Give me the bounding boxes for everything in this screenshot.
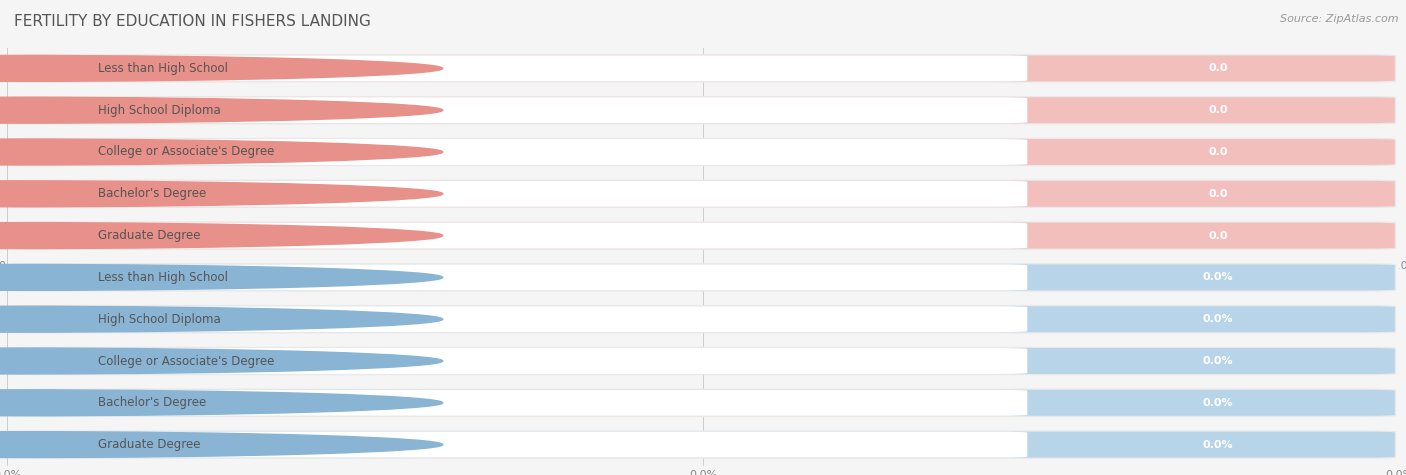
FancyBboxPatch shape: [10, 96, 1396, 124]
FancyBboxPatch shape: [11, 223, 1395, 248]
FancyBboxPatch shape: [11, 265, 1028, 290]
FancyBboxPatch shape: [11, 181, 1395, 207]
Text: FERTILITY BY EDUCATION IN FISHERS LANDING: FERTILITY BY EDUCATION IN FISHERS LANDIN…: [14, 14, 371, 29]
FancyBboxPatch shape: [11, 223, 1028, 248]
FancyBboxPatch shape: [11, 432, 1395, 457]
FancyBboxPatch shape: [11, 265, 1395, 290]
Text: 0.0: 0.0: [1208, 63, 1227, 74]
FancyBboxPatch shape: [11, 181, 1028, 207]
Text: Less than High School: Less than High School: [97, 62, 228, 75]
Text: 0.0: 0.0: [1208, 147, 1227, 157]
Text: 0.0: 0.0: [1208, 230, 1227, 241]
Text: 0.0: 0.0: [1208, 105, 1227, 115]
FancyBboxPatch shape: [11, 306, 1028, 332]
Text: Graduate Degree: Graduate Degree: [97, 438, 200, 451]
Text: Less than High School: Less than High School: [97, 271, 228, 284]
FancyBboxPatch shape: [11, 432, 1028, 457]
FancyBboxPatch shape: [11, 348, 1028, 374]
FancyBboxPatch shape: [11, 97, 1028, 123]
Text: College or Associate's Degree: College or Associate's Degree: [97, 354, 274, 368]
Circle shape: [0, 390, 443, 416]
FancyBboxPatch shape: [10, 221, 1396, 250]
Circle shape: [0, 306, 443, 332]
FancyBboxPatch shape: [11, 390, 1395, 416]
Circle shape: [0, 265, 443, 290]
FancyBboxPatch shape: [10, 263, 1396, 292]
Circle shape: [0, 139, 443, 165]
Text: 0.0%: 0.0%: [1202, 439, 1233, 450]
FancyBboxPatch shape: [11, 56, 1028, 81]
Text: 0.0%: 0.0%: [1202, 314, 1233, 324]
FancyBboxPatch shape: [10, 138, 1396, 166]
Text: Source: ZipAtlas.com: Source: ZipAtlas.com: [1281, 14, 1399, 24]
Circle shape: [0, 56, 443, 81]
FancyBboxPatch shape: [11, 56, 1395, 81]
FancyBboxPatch shape: [10, 347, 1396, 375]
FancyBboxPatch shape: [11, 139, 1028, 165]
Text: Bachelor's Degree: Bachelor's Degree: [97, 187, 205, 200]
FancyBboxPatch shape: [11, 348, 1395, 374]
Circle shape: [0, 223, 443, 248]
Circle shape: [0, 348, 443, 374]
Text: 0.0%: 0.0%: [1202, 398, 1233, 408]
Circle shape: [0, 97, 443, 123]
Text: Bachelor's Degree: Bachelor's Degree: [97, 396, 205, 409]
Text: 0.0: 0.0: [1208, 189, 1227, 199]
FancyBboxPatch shape: [10, 180, 1396, 208]
Text: High School Diploma: High School Diploma: [97, 313, 221, 326]
Text: 0.0%: 0.0%: [1202, 356, 1233, 366]
FancyBboxPatch shape: [10, 54, 1396, 83]
FancyBboxPatch shape: [11, 390, 1028, 416]
FancyBboxPatch shape: [10, 389, 1396, 417]
FancyBboxPatch shape: [11, 97, 1395, 123]
FancyBboxPatch shape: [11, 306, 1395, 332]
Text: High School Diploma: High School Diploma: [97, 104, 221, 117]
FancyBboxPatch shape: [10, 305, 1396, 333]
FancyBboxPatch shape: [10, 430, 1396, 459]
Circle shape: [0, 432, 443, 457]
Text: Graduate Degree: Graduate Degree: [97, 229, 200, 242]
Text: College or Associate's Degree: College or Associate's Degree: [97, 145, 274, 159]
FancyBboxPatch shape: [11, 139, 1395, 165]
Text: 0.0%: 0.0%: [1202, 272, 1233, 283]
Circle shape: [0, 181, 443, 207]
